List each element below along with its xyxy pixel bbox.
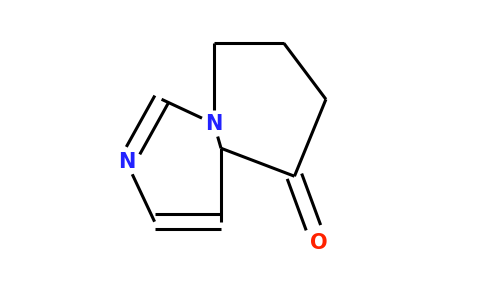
Text: N: N [205, 114, 223, 134]
Text: O: O [310, 233, 328, 253]
Text: N: N [118, 152, 136, 172]
